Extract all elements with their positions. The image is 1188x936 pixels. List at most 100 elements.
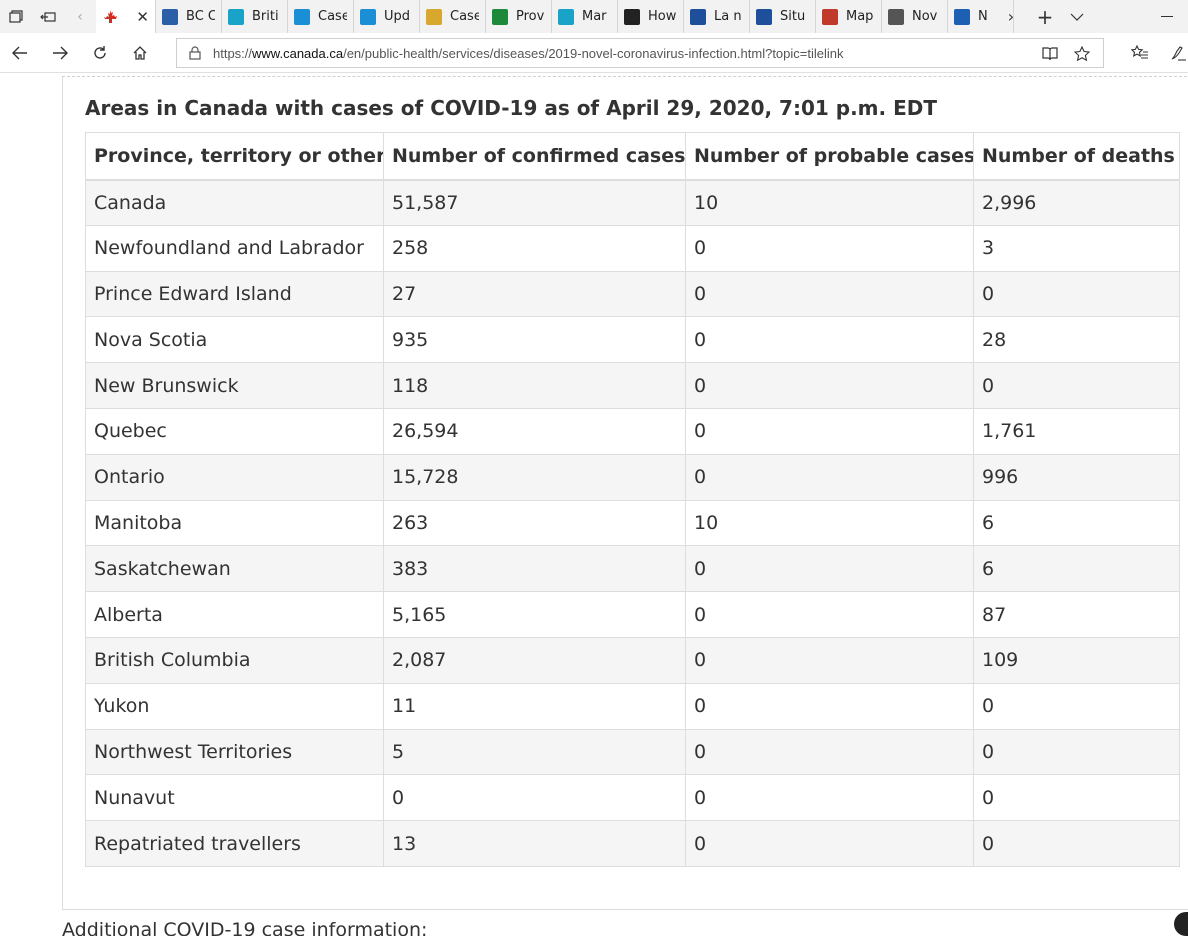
cell-probable-cases: 10 xyxy=(685,499,974,547)
cell-confirmed-cases: 263 xyxy=(383,499,686,547)
bc-gov-icon xyxy=(558,8,574,25)
tab-actions-icon[interactable] xyxy=(0,0,32,33)
pen-notes-icon[interactable] xyxy=(1160,33,1188,73)
table-row: Saskatchewan 383 0 6 xyxy=(85,545,1180,593)
browser-tab[interactable]: Upd xyxy=(354,0,420,33)
cell-deaths: 6 xyxy=(973,545,1180,593)
forward-icon[interactable] xyxy=(42,33,78,73)
table-row: Northwest Territories 5 0 0 xyxy=(85,728,1180,776)
set-tabs-aside-icon[interactable] xyxy=(32,0,64,33)
tab-scroll-right-icon[interactable]: › xyxy=(1007,7,1015,26)
cell-probable-cases: 0 xyxy=(685,316,974,364)
lock-icon[interactable] xyxy=(177,46,213,60)
browser-tab[interactable]: How xyxy=(618,0,684,33)
cell-confirmed-cases: 13 xyxy=(383,820,686,867)
cell-province: Saskatchewan xyxy=(85,545,384,593)
cell-confirmed-cases: 5,165 xyxy=(383,591,686,638)
panel-top-border xyxy=(62,76,1188,77)
browser-tab[interactable]: Prov xyxy=(486,0,552,33)
close-tab-icon[interactable]: ✕ xyxy=(136,7,149,26)
back-icon[interactable] xyxy=(2,33,38,73)
cell-deaths: 0 xyxy=(973,820,1180,867)
cell-deaths: 0 xyxy=(973,362,1180,409)
cell-probable-cases: 10 xyxy=(685,179,974,226)
cell-province: Newfoundland and Labrador xyxy=(85,224,384,272)
cell-probable-cases: 0 xyxy=(685,636,974,684)
refresh-icon[interactable] xyxy=(82,33,118,73)
cell-province: New Brunswick xyxy=(85,362,384,409)
home-icon[interactable] xyxy=(122,33,158,73)
browser-tab[interactable]: Map xyxy=(816,0,882,33)
tab-label: Prov xyxy=(516,9,545,24)
url-prefix: https:// xyxy=(213,45,253,61)
cell-probable-cases: 0 xyxy=(685,591,974,638)
table-row: Repatriated travellers 13 0 0 xyxy=(85,820,1180,867)
feedback-tab-icon[interactable] xyxy=(1174,912,1188,936)
cell-deaths: 0 xyxy=(973,682,1180,730)
table-row: Newfoundland and Labrador 258 0 3 xyxy=(85,224,1180,272)
table-header-row: Province, territory or other Number of c… xyxy=(85,132,1180,181)
cell-confirmed-cases: 11 xyxy=(383,682,686,730)
nova-scotia-flag-icon xyxy=(954,8,970,25)
tab-label: BC C xyxy=(186,9,215,24)
cell-probable-cases: 0 xyxy=(685,682,974,730)
tab-label: Situ xyxy=(780,9,806,24)
reading-view-icon[interactable] xyxy=(1035,39,1065,69)
quebec-fleur-icon xyxy=(690,8,706,25)
new-tab-icon[interactable]: + xyxy=(1036,4,1054,29)
browser-tab[interactable]: Situ xyxy=(750,0,816,33)
url-host: www.canada.ca xyxy=(252,45,344,61)
browser-tab[interactable]: N xyxy=(948,0,1014,33)
cell-confirmed-cases: 935 xyxy=(383,316,686,364)
cell-deaths: 996 xyxy=(973,453,1180,501)
tab-label: Case xyxy=(318,9,347,24)
browser-tab[interactable]: ✕ xyxy=(96,0,156,33)
table-row: Quebec 26,594 0 1,761 xyxy=(85,407,1180,455)
tab-strip: ‹ ✕ BC C Briti Case Upd Case Prov Mar How La n Sit… xyxy=(0,0,1188,33)
canada-flag-icon xyxy=(102,9,118,25)
cell-deaths: 3 xyxy=(973,224,1180,272)
favorite-star-icon[interactable] xyxy=(1067,39,1097,69)
table-row: Alberta 5,165 0 87 xyxy=(85,591,1180,638)
minimize-icon[interactable] xyxy=(1152,0,1182,33)
table-row: Canada 51,587 10 2,996 xyxy=(85,179,1180,226)
tab-label: Nov xyxy=(912,9,938,24)
document-icon xyxy=(426,8,442,25)
tab-scroll-left-icon[interactable]: ‹ xyxy=(77,8,83,25)
table-row: Ontario 15,728 0 996 xyxy=(85,453,1180,501)
cell-deaths: 0 xyxy=(973,728,1180,776)
cell-confirmed-cases: 51,587 xyxy=(383,179,686,226)
browser-tab[interactable]: La n xyxy=(684,0,750,33)
table-row: Nova Scotia 935 0 28 xyxy=(85,316,1180,364)
favorites-hub-icon[interactable] xyxy=(1122,33,1158,73)
browser-tab[interactable]: Case xyxy=(288,0,354,33)
browser-tab[interactable]: BC C xyxy=(156,0,222,33)
red-pen-icon xyxy=(822,8,838,25)
alberta-icon xyxy=(360,8,376,25)
page-content: Areas in Canada with cases of COVID-19 a… xyxy=(0,74,1188,936)
cell-deaths: 0 xyxy=(973,270,1180,318)
tab-label: How xyxy=(648,9,677,24)
tabs-container: ✕ BC C Briti Case Upd Case Prov Mar How La n Situ M… xyxy=(96,0,1014,33)
address-bar[interactable]: https://www.canada.ca/en/public-health/s… xyxy=(176,38,1104,68)
cell-deaths: 28 xyxy=(973,316,1180,364)
cell-confirmed-cases: 2,087 xyxy=(383,636,686,684)
cell-province: Nova Scotia xyxy=(85,316,384,364)
cell-province: Northwest Territories xyxy=(85,728,384,776)
cell-province: Canada xyxy=(85,179,384,226)
browser-tab[interactable]: Mar xyxy=(552,0,618,33)
browser-tab[interactable]: Nov xyxy=(882,0,948,33)
tab-label: Case xyxy=(450,9,479,24)
cell-deaths: 109 xyxy=(973,636,1180,684)
url-text[interactable]: https://www.canada.ca/en/public-health/s… xyxy=(213,46,844,61)
header-province: Province, territory or other xyxy=(85,132,384,181)
tab-preview-chevron-icon[interactable] xyxy=(1062,0,1092,33)
cell-probable-cases: 0 xyxy=(685,774,974,822)
cell-confirmed-cases: 5 xyxy=(383,728,686,776)
cell-confirmed-cases: 258 xyxy=(383,224,686,272)
cell-province: British Columbia xyxy=(85,636,384,684)
cell-province: Alberta xyxy=(85,591,384,638)
browser-tab[interactable]: Briti xyxy=(222,0,288,33)
browser-tab[interactable]: Case xyxy=(420,0,486,33)
alberta-icon xyxy=(294,8,310,25)
